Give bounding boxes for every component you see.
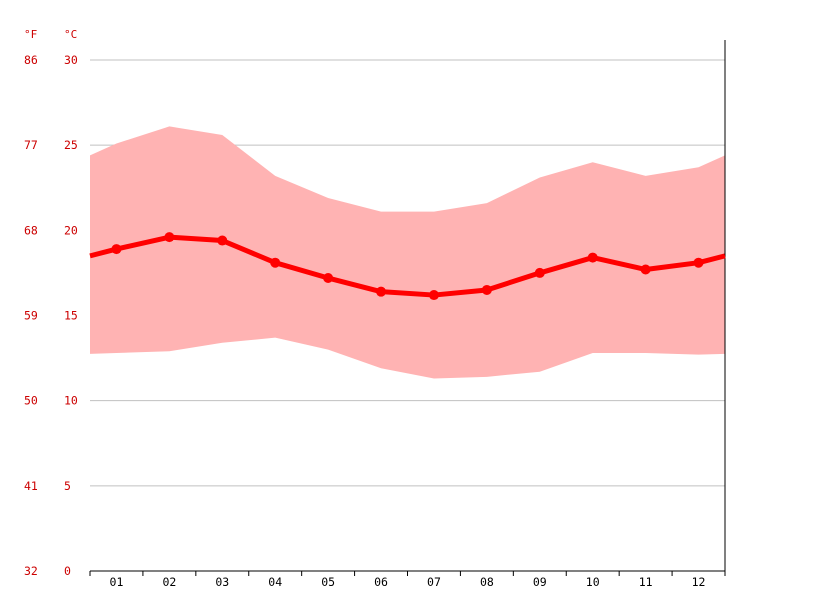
x-tick-label: 04 bbox=[268, 575, 282, 589]
x-tick-label: 05 bbox=[321, 575, 335, 589]
y-tick-celsius: 5 bbox=[64, 479, 71, 493]
x-tick-labels: 01 02 03 04 05 06 07 08 09 10 11 12 bbox=[110, 575, 706, 589]
mean-point-04 bbox=[270, 257, 281, 268]
mean-point-06 bbox=[376, 286, 387, 297]
y-tick-fahrenheit: 86 bbox=[24, 53, 38, 67]
x-tick-label: 11 bbox=[639, 575, 653, 589]
x-tick-label: 03 bbox=[215, 575, 229, 589]
celsius-unit-label: °C bbox=[64, 28, 77, 41]
y-tick-fahrenheit: 41 bbox=[24, 479, 38, 493]
y-tick-fahrenheit: 59 bbox=[24, 309, 38, 323]
x-tick-label: 06 bbox=[374, 575, 388, 589]
y-tick-fahrenheit: 50 bbox=[24, 394, 38, 408]
mean-point-07 bbox=[428, 290, 439, 301]
x-tick-label: 02 bbox=[162, 575, 176, 589]
x-tick-label: 12 bbox=[692, 575, 706, 589]
mean-point-05 bbox=[323, 273, 334, 284]
mean-point-09 bbox=[534, 267, 545, 278]
mean-point-11 bbox=[640, 264, 651, 275]
mean-point-03 bbox=[217, 235, 228, 246]
y-tick-celsius: 0 bbox=[64, 564, 71, 578]
mean-point-08 bbox=[481, 284, 492, 295]
axes bbox=[89, 40, 726, 576]
x-tick-label: 10 bbox=[586, 575, 600, 589]
y-tick-fahrenheit: 77 bbox=[24, 138, 38, 152]
mean-point-12 bbox=[693, 257, 704, 268]
mean-temperature-line bbox=[89, 234, 726, 298]
y-tick-fahrenheit: 32 bbox=[24, 564, 38, 578]
mean-temperature-points bbox=[111, 232, 704, 301]
x-tick-label: 08 bbox=[480, 575, 494, 589]
x-tick-label: 09 bbox=[533, 575, 547, 589]
y-tick-celsius: 30 bbox=[64, 53, 78, 67]
y-tick-celsius: 10 bbox=[64, 394, 78, 408]
fahrenheit-unit-label: °F bbox=[24, 28, 37, 41]
y-tick-fahrenheit: 68 bbox=[24, 223, 38, 237]
x-tick-label: 01 bbox=[110, 575, 124, 589]
y-tick-celsius: 20 bbox=[64, 223, 78, 237]
y-tick-celsius: 15 bbox=[64, 309, 78, 323]
y-tick-celsius: 25 bbox=[64, 138, 78, 152]
mean-point-02 bbox=[164, 232, 175, 243]
mean-point-01 bbox=[111, 244, 122, 255]
mean-point-10 bbox=[587, 252, 598, 263]
y-tick-labels: 0 32 5 41 10 50 15 59 20 68 25 77 30 86 bbox=[24, 53, 78, 578]
temperature-range-area bbox=[90, 126, 725, 379]
x-tick-label: 07 bbox=[427, 575, 441, 589]
